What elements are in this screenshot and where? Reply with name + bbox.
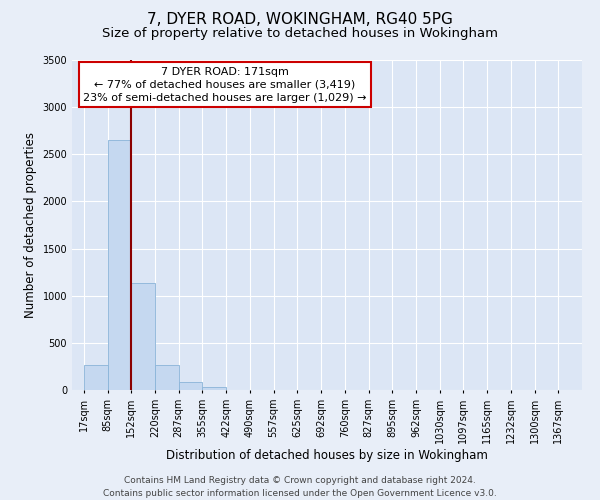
- Bar: [107, 140, 131, 390]
- Text: 7, DYER ROAD, WOKINGHAM, RG40 5PG: 7, DYER ROAD, WOKINGHAM, RG40 5PG: [147, 12, 453, 28]
- Bar: [84, 364, 107, 390]
- Y-axis label: Number of detached properties: Number of detached properties: [24, 132, 37, 318]
- Bar: [155, 364, 179, 390]
- Bar: [131, 282, 155, 390]
- Text: Contains HM Land Registry data © Crown copyright and database right 2024.
Contai: Contains HM Land Registry data © Crown c…: [103, 476, 497, 498]
- Text: Size of property relative to detached houses in Wokingham: Size of property relative to detached ho…: [102, 28, 498, 40]
- Text: 7 DYER ROAD: 171sqm
← 77% of detached houses are smaller (3,419)
23% of semi-det: 7 DYER ROAD: 171sqm ← 77% of detached ho…: [83, 66, 367, 103]
- X-axis label: Distribution of detached houses by size in Wokingham: Distribution of detached houses by size …: [166, 448, 488, 462]
- Bar: [202, 387, 226, 390]
- Bar: [179, 382, 202, 390]
